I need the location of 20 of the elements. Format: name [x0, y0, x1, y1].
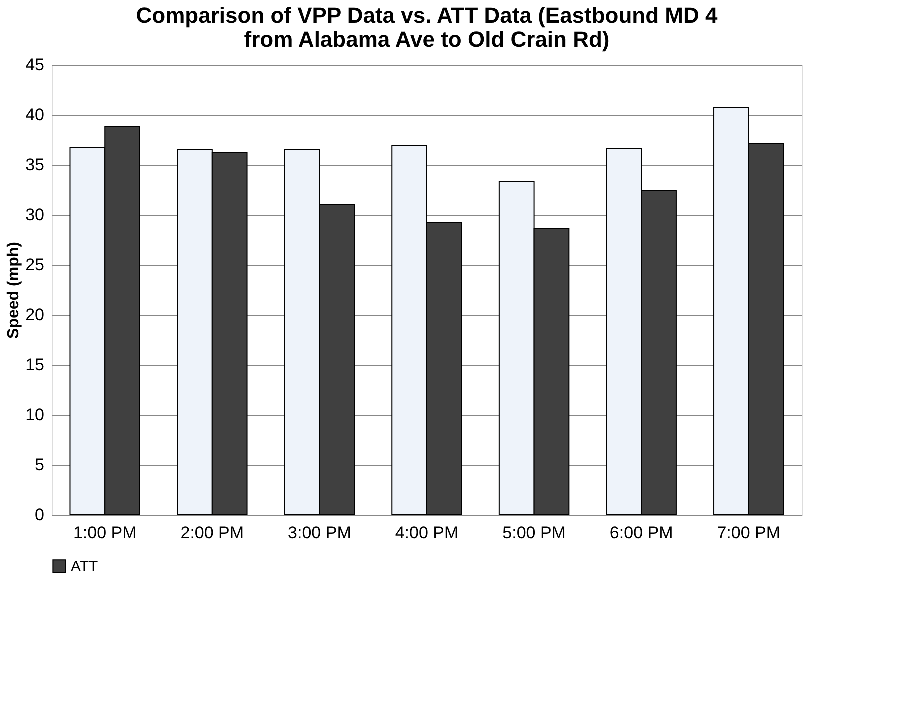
x-tick-label: 1:00 PM: [73, 524, 137, 542]
y-tick-label: 0: [35, 506, 44, 524]
chart-title: Comparison of VPP Data vs. ATT Data (Eastbound MD 4 from Alabama Ave to Old Crain Rd): [136, 3, 718, 52]
y-tick-label: 5: [35, 456, 44, 474]
x-tick-label: 3:00 PM: [288, 524, 352, 542]
y-tick-label: 35: [26, 156, 44, 174]
y-axis-title: Speed (mph): [6, 242, 23, 339]
y-tick-label: 30: [26, 206, 44, 224]
y-tick-label: 15: [26, 356, 44, 374]
y-tick-label: 10: [26, 406, 44, 424]
y-tick-label: 45: [26, 56, 44, 74]
y-tick-label: 40: [26, 106, 44, 124]
y-tick-label: 25: [26, 256, 44, 274]
x-tick-label: 2:00 PM: [180, 524, 244, 542]
x-tick-label: 7:00 PM: [717, 524, 781, 542]
x-tick-label: 4:00 PM: [395, 524, 459, 542]
legend-label: ATT: [71, 558, 98, 576]
x-tick-label: 6:00 PM: [610, 524, 674, 542]
x-tick-label: 5:00 PM: [502, 524, 566, 542]
y-tick-label: 20: [26, 306, 44, 324]
